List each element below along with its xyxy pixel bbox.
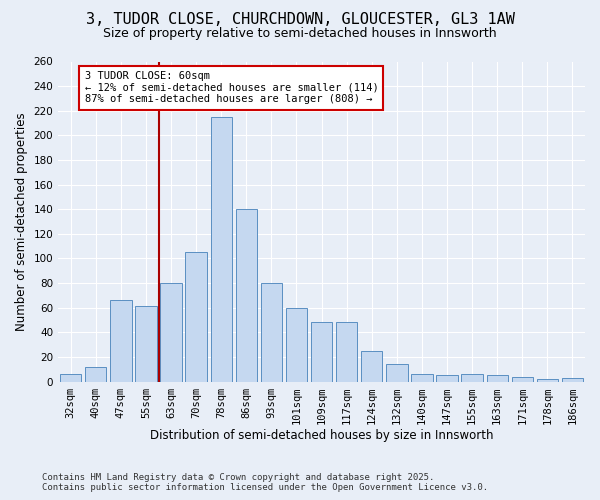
- Bar: [386, 364, 407, 382]
- Bar: [211, 117, 232, 382]
- Bar: [261, 283, 282, 382]
- Text: 3, TUDOR CLOSE, CHURCHDOWN, GLOUCESTER, GL3 1AW: 3, TUDOR CLOSE, CHURCHDOWN, GLOUCESTER, …: [86, 12, 514, 28]
- Bar: [562, 378, 583, 382]
- Bar: [537, 379, 558, 382]
- Bar: [411, 374, 433, 382]
- Bar: [311, 322, 332, 382]
- Text: 3 TUDOR CLOSE: 60sqm
← 12% of semi-detached houses are smaller (114)
87% of semi: 3 TUDOR CLOSE: 60sqm ← 12% of semi-detac…: [85, 71, 378, 104]
- Bar: [236, 209, 257, 382]
- Bar: [436, 376, 458, 382]
- Bar: [110, 300, 131, 382]
- Bar: [361, 351, 382, 382]
- Bar: [160, 283, 182, 382]
- Bar: [185, 252, 207, 382]
- Bar: [286, 308, 307, 382]
- Y-axis label: Number of semi-detached properties: Number of semi-detached properties: [15, 112, 28, 331]
- X-axis label: Distribution of semi-detached houses by size in Innsworth: Distribution of semi-detached houses by …: [150, 430, 493, 442]
- Bar: [336, 322, 358, 382]
- Bar: [461, 374, 483, 382]
- Bar: [136, 306, 157, 382]
- Bar: [60, 374, 82, 382]
- Bar: [85, 367, 106, 382]
- Bar: [487, 376, 508, 382]
- Text: Size of property relative to semi-detached houses in Innsworth: Size of property relative to semi-detach…: [103, 28, 497, 40]
- Text: Contains HM Land Registry data © Crown copyright and database right 2025.
Contai: Contains HM Land Registry data © Crown c…: [42, 473, 488, 492]
- Bar: [512, 376, 533, 382]
